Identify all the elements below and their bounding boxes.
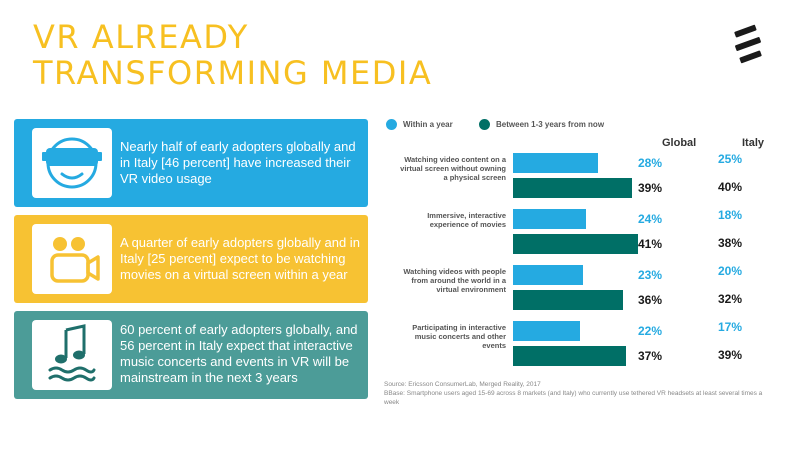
vr-usage-text: Nearly half of early adopters globally a… — [120, 139, 356, 186]
movies-card: A quarter of early adopters globally and… — [14, 215, 368, 303]
bar-within-year — [513, 209, 587, 229]
music-events-card: 60 percent of early adopters globally, a… — [14, 311, 368, 399]
music-note-icon — [48, 324, 96, 382]
bar-within-year — [513, 265, 584, 285]
video-camera-icon — [50, 237, 100, 283]
source-note: Source: Ericsson ConsumerLab, Merged Rea… — [384, 380, 764, 407]
bar-one-three-years — [513, 234, 639, 254]
italy-value-label: 17% — [717, 320, 742, 334]
italy-value-label: 20% — [717, 264, 742, 278]
italy-value-label: 18% — [717, 208, 742, 222]
legend-label-one-three-years: Between 1-3 years from now — [496, 119, 605, 129]
vr-usage-card: Nearly half of early adopters globally a… — [14, 119, 368, 207]
legend-item-one-three-years: Between 1-3 years from now — [479, 118, 604, 130]
italy-value-label: 25% — [717, 152, 742, 166]
source-line-1: Source: Ericsson ConsumerLab, Merged Rea… — [384, 381, 541, 388]
bar-one-three-years — [513, 346, 626, 366]
music-note-icon-box — [32, 320, 112, 390]
italy-value-label: 38% — [717, 236, 742, 250]
italy-value-label: 40% — [717, 180, 742, 194]
vr-headset-icon-box — [32, 128, 112, 198]
title-line-1: VR ALREADY — [33, 18, 249, 56]
global-value-label: 39% — [637, 181, 662, 195]
global-value-label: 23% — [637, 268, 662, 282]
category-label: Watching videos with people from around … — [403, 267, 506, 294]
global-value-label: 37% — [637, 349, 662, 363]
italy-value-label: 39% — [717, 348, 742, 362]
vr-headset-icon — [42, 137, 102, 189]
page-title: VR ALREADY TRANSFORMING MEDIA — [33, 19, 432, 91]
global-value-label: 24% — [637, 212, 662, 226]
legend-dot-teal-icon — [479, 118, 490, 130]
global-value-label: 22% — [637, 324, 662, 338]
legend-dot-blue-icon — [386, 118, 397, 130]
legend-label-within-year: Within a year — [403, 119, 453, 129]
global-value-label: 36% — [637, 293, 662, 307]
category-label: Immersive, interactive experience of mov… — [427, 211, 506, 229]
legend-item-within-year: Within a year — [386, 118, 453, 130]
bar-one-three-years — [513, 290, 623, 310]
global-column-header: Global — [662, 137, 697, 149]
source-line-2: BBase: Smartphone users aged 15-69 acros… — [384, 390, 763, 406]
movies-text: A quarter of early adopters globally and… — [120, 235, 360, 282]
music-events-text: 60 percent of early adopters globally, a… — [120, 322, 358, 385]
ericsson-logo-icon — [734, 24, 762, 64]
bar-chart: Watching video content on a virtual scre… — [380, 146, 800, 376]
global-value-label: 41% — [637, 237, 662, 251]
italy-column-header: Italy — [742, 137, 765, 149]
global-value-label: 28% — [637, 156, 662, 170]
video-camera-icon-box — [32, 224, 112, 294]
category-label: Watching video content on a virtual scre… — [400, 155, 506, 182]
bar-one-three-years — [513, 178, 632, 198]
italy-value-label: 32% — [717, 292, 742, 306]
title-line-2: TRANSFORMING MEDIA — [33, 54, 433, 92]
category-label: Participating in interactive music conce… — [412, 323, 506, 350]
bar-within-year — [513, 321, 581, 341]
bar-within-year — [513, 153, 599, 173]
